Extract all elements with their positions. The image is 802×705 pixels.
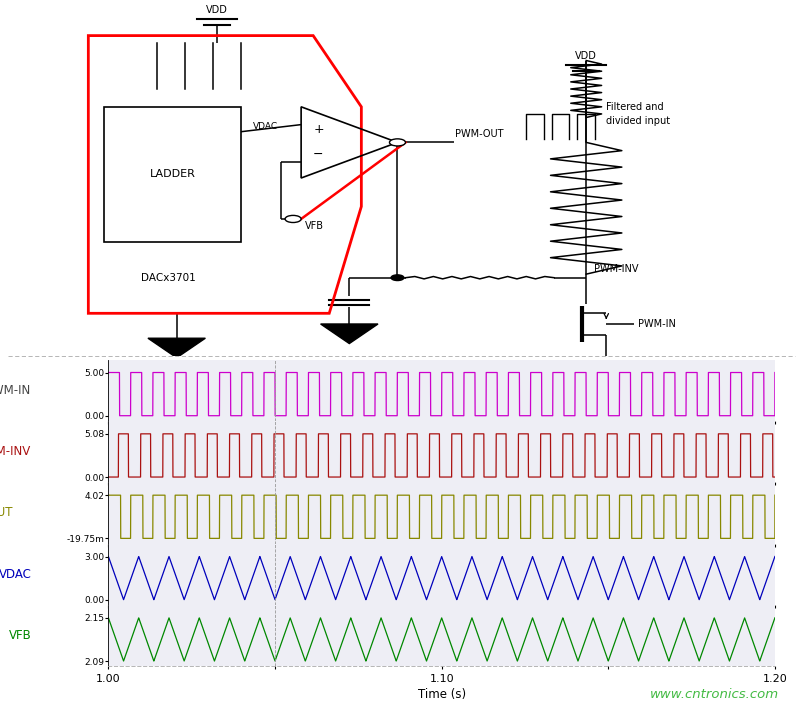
Polygon shape <box>320 324 378 343</box>
Text: Filtered and
divided input: Filtered and divided input <box>606 102 670 125</box>
Circle shape <box>389 139 405 146</box>
Text: LADDER: LADDER <box>149 169 196 180</box>
Text: www.cntronics.com: www.cntronics.com <box>649 689 778 701</box>
Text: +: + <box>313 123 323 137</box>
Y-axis label: PWM-OUT: PWM-OUT <box>0 506 14 520</box>
Text: DACx3701: DACx3701 <box>141 273 196 283</box>
Text: VFB: VFB <box>305 221 324 231</box>
Text: VDD: VDD <box>574 51 597 61</box>
Y-axis label: PWM-INV: PWM-INV <box>0 445 31 458</box>
Circle shape <box>391 275 403 281</box>
Y-axis label: VDAC: VDAC <box>0 568 31 581</box>
Text: −: − <box>313 148 323 161</box>
Text: VDAC: VDAC <box>253 122 277 131</box>
FancyBboxPatch shape <box>104 106 241 242</box>
Y-axis label: VFB: VFB <box>9 629 31 642</box>
Polygon shape <box>577 360 634 379</box>
X-axis label: Time (s): Time (s) <box>417 688 465 701</box>
Text: VDD: VDD <box>205 5 228 15</box>
Circle shape <box>285 216 301 223</box>
Polygon shape <box>148 338 205 358</box>
Text: PWM-INV: PWM-INV <box>593 264 638 274</box>
Text: PWM-OUT: PWM-OUT <box>455 129 503 139</box>
Text: PWM-IN: PWM-IN <box>638 319 675 329</box>
Y-axis label: PWM-IN: PWM-IN <box>0 384 31 397</box>
